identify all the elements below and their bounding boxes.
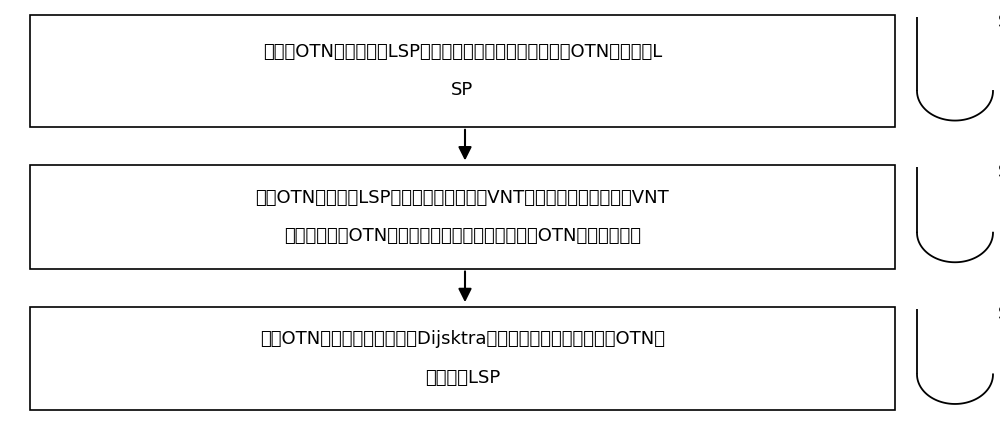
Text: S1: S1: [998, 13, 1000, 31]
Text: S2: S2: [998, 163, 1000, 181]
Text: 层子波长LSP: 层子波长LSP: [425, 368, 500, 387]
Text: SP: SP: [451, 81, 474, 99]
Text: 根据OTN光层波长LSP抽象出虚拟网络拓扑VNT，然后将虚拟网络拓扑VNT: 根据OTN光层波长LSP抽象出虚拟网络拓扑VNT，然后将虚拟网络拓扑VNT: [256, 189, 669, 207]
FancyBboxPatch shape: [30, 15, 895, 127]
FancyBboxPatch shape: [30, 165, 895, 269]
Text: 接收到OTN电层子波长LSP的路由计算请求后，预先计算出OTN光层波长L: 接收到OTN电层子波长LSP的路由计算请求后，预先计算出OTN光层波长L: [263, 43, 662, 61]
Text: S3: S3: [998, 305, 1000, 323]
Text: 添加到实际的OTN电层拓扑中形成一张拓扑，生成OTN电层路由矩阵: 添加到实际的OTN电层拓扑中形成一张拓扑，生成OTN电层路由矩阵: [284, 227, 641, 245]
FancyBboxPatch shape: [30, 307, 895, 410]
Text: 根据OTN电层路由矩阵，使用Dijsktra算法计算出满足路由约束的OTN电: 根据OTN电层路由矩阵，使用Dijsktra算法计算出满足路由约束的OTN电: [260, 330, 665, 349]
